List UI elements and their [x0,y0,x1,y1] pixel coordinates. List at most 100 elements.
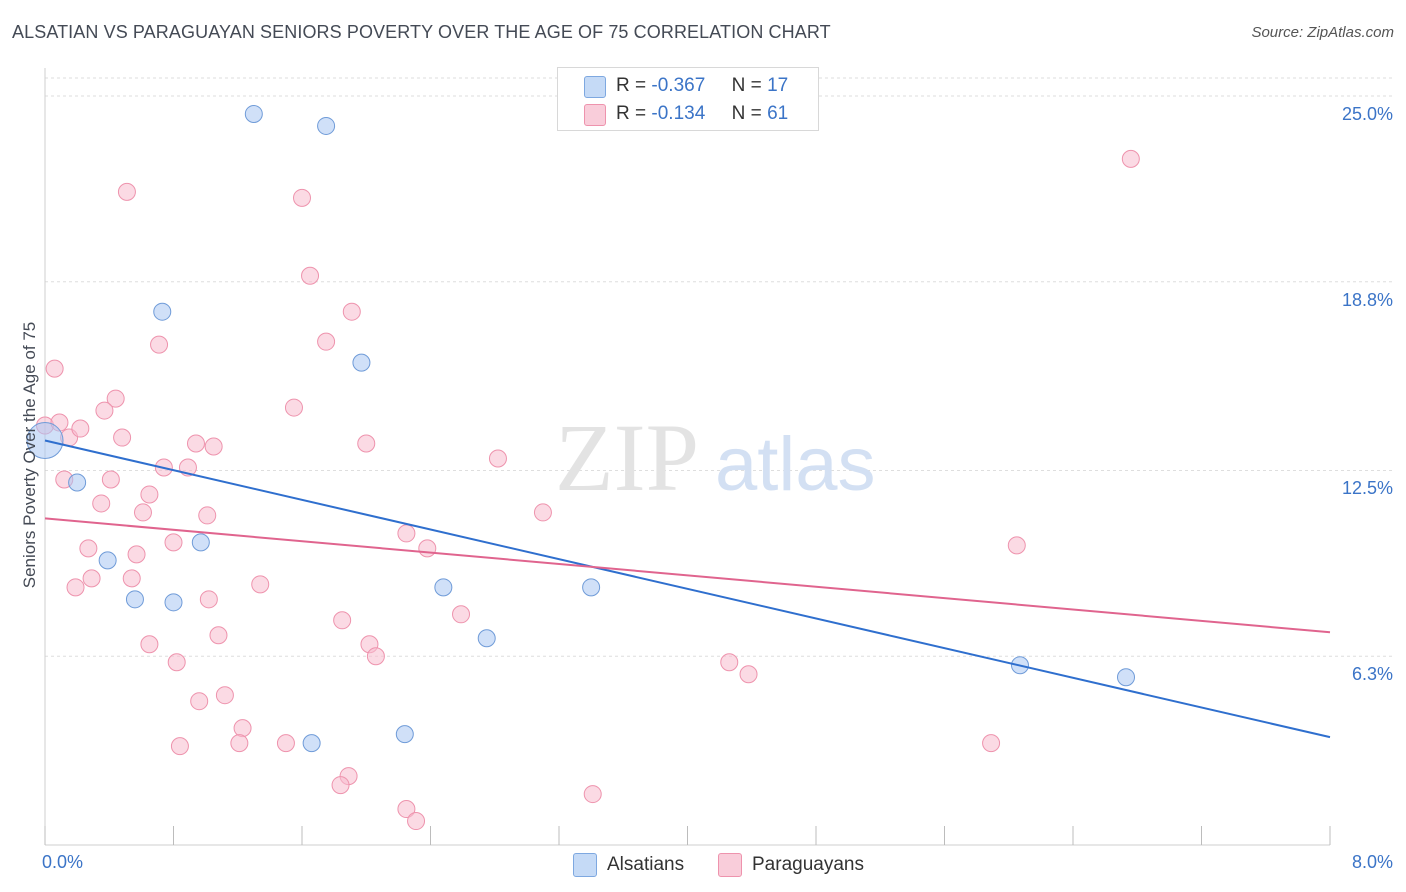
point-paraguayans [66,578,85,597]
point-paraguayans [1121,149,1140,168]
trend-lines [44,439,1331,739]
legend-r-label: R = [616,103,647,124]
legend-r-value: -0.134 [651,103,706,124]
y-tick-label: 25.0% [1341,103,1393,124]
trend-line-paraguayans [44,517,1331,634]
watermark-zip: ZIP [555,404,699,511]
point-paraguayans [982,734,1001,753]
point-paraguayans [45,359,64,378]
point-paraguayans [133,503,152,522]
point-paraguayans [117,182,136,201]
point-paraguayans [101,470,120,489]
point-alsatians [302,734,321,753]
data-points [26,104,1140,831]
watermark: ZIP atlas [555,404,876,511]
gridlines [45,77,1395,657]
y-axis-label: Seniors Poverty Over the Age of 75 [20,321,39,589]
point-paraguayans [720,653,739,672]
point-paraguayans [739,665,758,684]
legend-n-label: N = [731,75,762,96]
point-alsatians [191,533,210,552]
point-paraguayans [122,569,141,588]
legend-r-value: -0.367 [651,75,706,96]
legend-swatch-alsatians [584,76,606,98]
point-alsatians [477,629,496,648]
x-tick-label-min: 0.0% [42,852,84,872]
point-paraguayans [204,437,223,456]
point-paraguayans [92,494,111,513]
point-paraguayans [113,428,132,447]
point-alsatians [395,725,414,744]
point-alsatians [125,590,144,609]
point-paraguayans [488,449,507,468]
stats-legend: R = -0.367 N = 17 R = -0.134 N = 61 [557,67,819,131]
point-paraguayans [190,692,209,711]
legend-n-label: N = [731,103,762,124]
point-paraguayans [366,647,385,666]
point-paraguayans [251,575,270,594]
point-paraguayans [397,800,416,819]
bottom-legend-swatch-paraguayans [718,853,742,877]
point-alsatians [98,551,117,570]
point-paraguayans [95,401,114,420]
point-paraguayans [140,635,159,654]
point-paraguayans [150,335,169,354]
point-paraguayans [71,419,90,438]
point-paraguayans [106,389,125,408]
bottom-legend-label-alsatians: Alsatians [607,854,685,875]
source-credit: Source: ZipAtlas.com [1251,24,1394,41]
point-paraguayans [331,776,350,795]
point-paraguayans [452,605,471,624]
point-paraguayans [199,590,218,609]
point-paraguayans [284,398,303,417]
x-tick-label-max: 8.0% [1351,852,1393,872]
point-paraguayans [276,734,295,753]
point-paraguayans [186,434,205,453]
point-paraguayans [407,812,426,831]
watermark-atlas: atlas [715,422,876,507]
point-alsatians [582,578,601,597]
point-paraguayans [418,539,437,558]
point-paraguayans [333,611,352,630]
point-paraguayans [230,734,249,753]
point-paraguayans [79,539,98,558]
point-alsatians [244,104,263,123]
point-paraguayans [198,506,217,525]
point-alsatians [317,116,336,135]
point-paraguayans [301,266,320,285]
legend-swatch-paraguayans [584,104,606,126]
point-paraguayans [533,503,552,522]
chart-title: ALSATIAN VS PARAGUAYAN SENIORS POVERTY O… [12,22,831,42]
point-paraguayans [317,332,336,351]
point-paraguayans [140,485,159,504]
point-alsatians [352,353,371,372]
legend-n-value: 61 [767,103,789,124]
point-paraguayans [233,719,252,738]
point-alsatians [434,578,453,597]
point-paraguayans [167,653,186,672]
y-tick-label: 6.3% [1351,664,1393,685]
point-paraguayans [342,302,361,321]
bottom-legend-label-paraguayans: Paraguayans [752,854,864,875]
point-paraguayans [397,524,416,543]
point-paraguayans [170,737,189,756]
point-alsatians [68,473,87,492]
point-paraguayans [164,533,183,552]
bottom-legend-alsatians: Alsatians [573,852,684,878]
point-alsatians [164,593,183,612]
y-tick-label: 12.5% [1341,478,1393,499]
point-paraguayans [82,569,101,588]
point-paraguayans [209,626,228,645]
trend-line-alsatians [44,439,1331,739]
point-paraguayans [1007,536,1026,555]
y-tick-label: 18.8% [1341,289,1393,310]
bottom-legend-paraguayans: Paraguayans [718,852,864,878]
point-paraguayans [293,188,311,207]
bottom-legend-swatch-alsatians [573,853,597,877]
point-paraguayans [215,686,234,705]
legend-n-value: 17 [767,75,789,96]
point-alsatians [153,302,172,321]
point-alsatians [1117,668,1136,687]
legend-r-label: R = [616,75,647,96]
